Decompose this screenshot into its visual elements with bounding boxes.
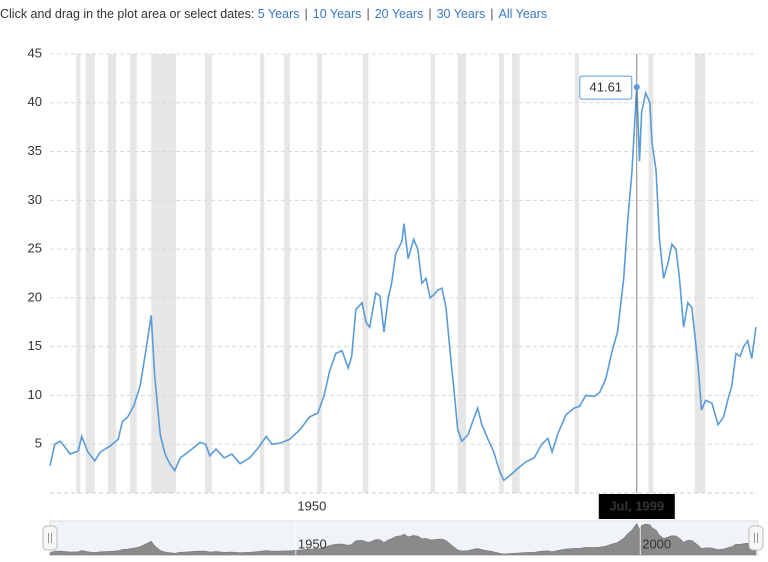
date-label-box	[598, 494, 675, 519]
recession-band	[574, 54, 579, 493]
y-tick-label: 45	[28, 45, 42, 60]
range-link[interactable]: 5 Years	[257, 7, 300, 21]
separator: |	[490, 7, 494, 21]
range-link[interactable]: All Years	[498, 7, 548, 21]
tooltip-box	[579, 75, 633, 100]
recession-band	[499, 54, 504, 493]
recession-band	[204, 54, 212, 493]
range-toolbar: Click and drag in the plot area or selec…	[0, 7, 547, 21]
navigator-tick-label: 2000	[642, 536, 671, 551]
y-tick-label: 35	[28, 143, 42, 158]
y-tick-label: 25	[28, 241, 42, 256]
tooltip-value: 41.61	[590, 80, 623, 95]
range-link[interactable]: 10 Years	[312, 7, 362, 21]
navigator-handle[interactable]	[748, 525, 764, 551]
separator: |	[428, 7, 432, 21]
recession-band	[648, 54, 654, 493]
y-tick-label: 20	[28, 289, 42, 304]
recession-band	[76, 54, 81, 493]
y-tick-label: 30	[28, 192, 42, 207]
range-link[interactable]: 30 Years	[436, 7, 486, 21]
range-link[interactable]: 20 Years	[374, 7, 424, 21]
separator: |	[366, 7, 370, 21]
y-tick-label: 40	[28, 94, 42, 109]
y-tick-label: 10	[28, 387, 42, 402]
recession-band	[430, 54, 435, 493]
recession-band	[317, 54, 323, 493]
recession-band	[107, 54, 117, 493]
separator: |	[304, 7, 308, 21]
date-label: Jul, 1999	[609, 498, 664, 513]
navigator-tick-label: 1950	[298, 536, 327, 551]
navigator-handle[interactable]	[42, 525, 58, 551]
recession-band	[129, 54, 137, 493]
recession-band	[260, 54, 265, 493]
hover-point	[633, 84, 640, 91]
recession-band	[284, 54, 290, 493]
y-tick-label: 15	[28, 338, 42, 353]
recession-band	[85, 54, 95, 493]
recession-band	[457, 54, 466, 493]
recession-band	[362, 54, 369, 493]
recession-band	[512, 54, 520, 493]
x-tick-label: 1950	[297, 498, 326, 513]
range-links: 5 Years | 10 Years | 20 Years | 30 Years | All Y…	[258, 7, 547, 21]
y-tick-label: 5	[35, 436, 42, 451]
toolbar-prompt: Click and drag in the plot area or selec…	[0, 7, 255, 21]
series-line	[49, 87, 757, 482]
recession-band	[694, 54, 705, 493]
recession-band	[151, 54, 177, 493]
navigator-area	[49, 523, 757, 556]
